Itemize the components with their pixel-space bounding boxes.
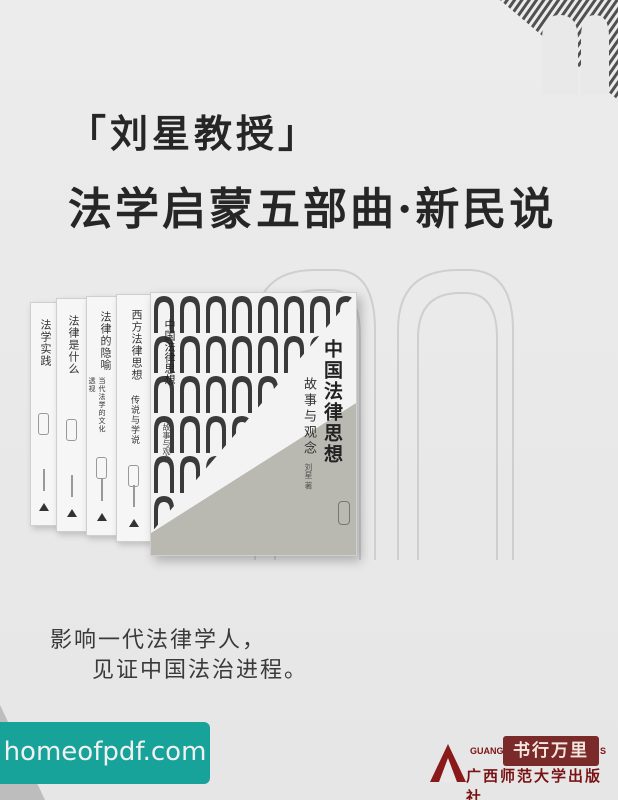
publisher-logo-icon bbox=[430, 744, 466, 782]
book-spine-title: 法学实践 bbox=[39, 319, 52, 367]
series-title-heading: 法学启蒙五部曲·新民说 bbox=[68, 184, 557, 235]
spine-publisher-mark bbox=[71, 475, 73, 497]
book-spine-subtitle: 当代法学的文化透视 bbox=[88, 377, 106, 433]
edition-badge bbox=[66, 419, 77, 441]
book-spine-title: 西方法律思想 bbox=[130, 309, 143, 381]
book-spine-4: 西方法律思想 传说与学说 bbox=[116, 294, 152, 542]
edition-badge bbox=[96, 457, 107, 479]
book-spine-title: 法律的隐喻 bbox=[99, 311, 112, 371]
spine-publisher-mark bbox=[43, 469, 45, 491]
publisher-logo-icon bbox=[97, 513, 107, 521]
slogan-line-1: 影响一代法律学人， bbox=[50, 628, 267, 653]
publisher-name-en: GUANGXI bbox=[470, 746, 513, 756]
slogan-line-2: 见证中国法治进程。 bbox=[92, 658, 309, 683]
cover-spine-subtitle: 故事与观念 bbox=[162, 423, 171, 463]
spine-publisher-mark bbox=[133, 485, 135, 507]
publisher-logo-icon bbox=[129, 519, 139, 527]
cover-author: 刘星 著 bbox=[304, 463, 313, 490]
edition-badge bbox=[38, 413, 49, 435]
watermark-seal: 书行万里 bbox=[503, 736, 599, 766]
spine-publisher-mark bbox=[101, 479, 103, 501]
edition-badge bbox=[128, 465, 139, 487]
book-front-cover: 中国法律思想 故事与观念 中国法律思想 故事与观念 刘星 著 bbox=[150, 292, 357, 556]
book-spine-2: 法律是什么 bbox=[56, 298, 88, 532]
cover-title: 中国法律思想 bbox=[321, 339, 343, 465]
publisher-name-cn: 广西师范大学出版社 bbox=[466, 767, 603, 800]
cover-arch-pattern bbox=[151, 293, 356, 555]
watermark-site-link[interactable]: homeofpdf.com bbox=[0, 722, 210, 784]
publisher-logo-icon bbox=[39, 503, 49, 511]
series-author-heading: 「刘星教授」 bbox=[68, 111, 321, 156]
book-spine-subtitle: 传说与学说 bbox=[129, 395, 139, 445]
striped-arch-pattern bbox=[500, 0, 618, 100]
cover-spine-title: 中国法律思想 bbox=[163, 319, 176, 385]
publisher-logo-icon bbox=[67, 509, 77, 517]
edition-badge bbox=[338, 501, 350, 525]
book-spine-1: 法学实践 bbox=[30, 302, 58, 526]
cover-subtitle: 故事与观念 bbox=[301, 377, 316, 457]
book-spine-3: 法律的隐喻 当代法学的文化透视 bbox=[86, 296, 118, 536]
publisher-name-en-tail: S bbox=[600, 746, 607, 756]
book-spine-title: 法律是什么 bbox=[67, 315, 80, 375]
